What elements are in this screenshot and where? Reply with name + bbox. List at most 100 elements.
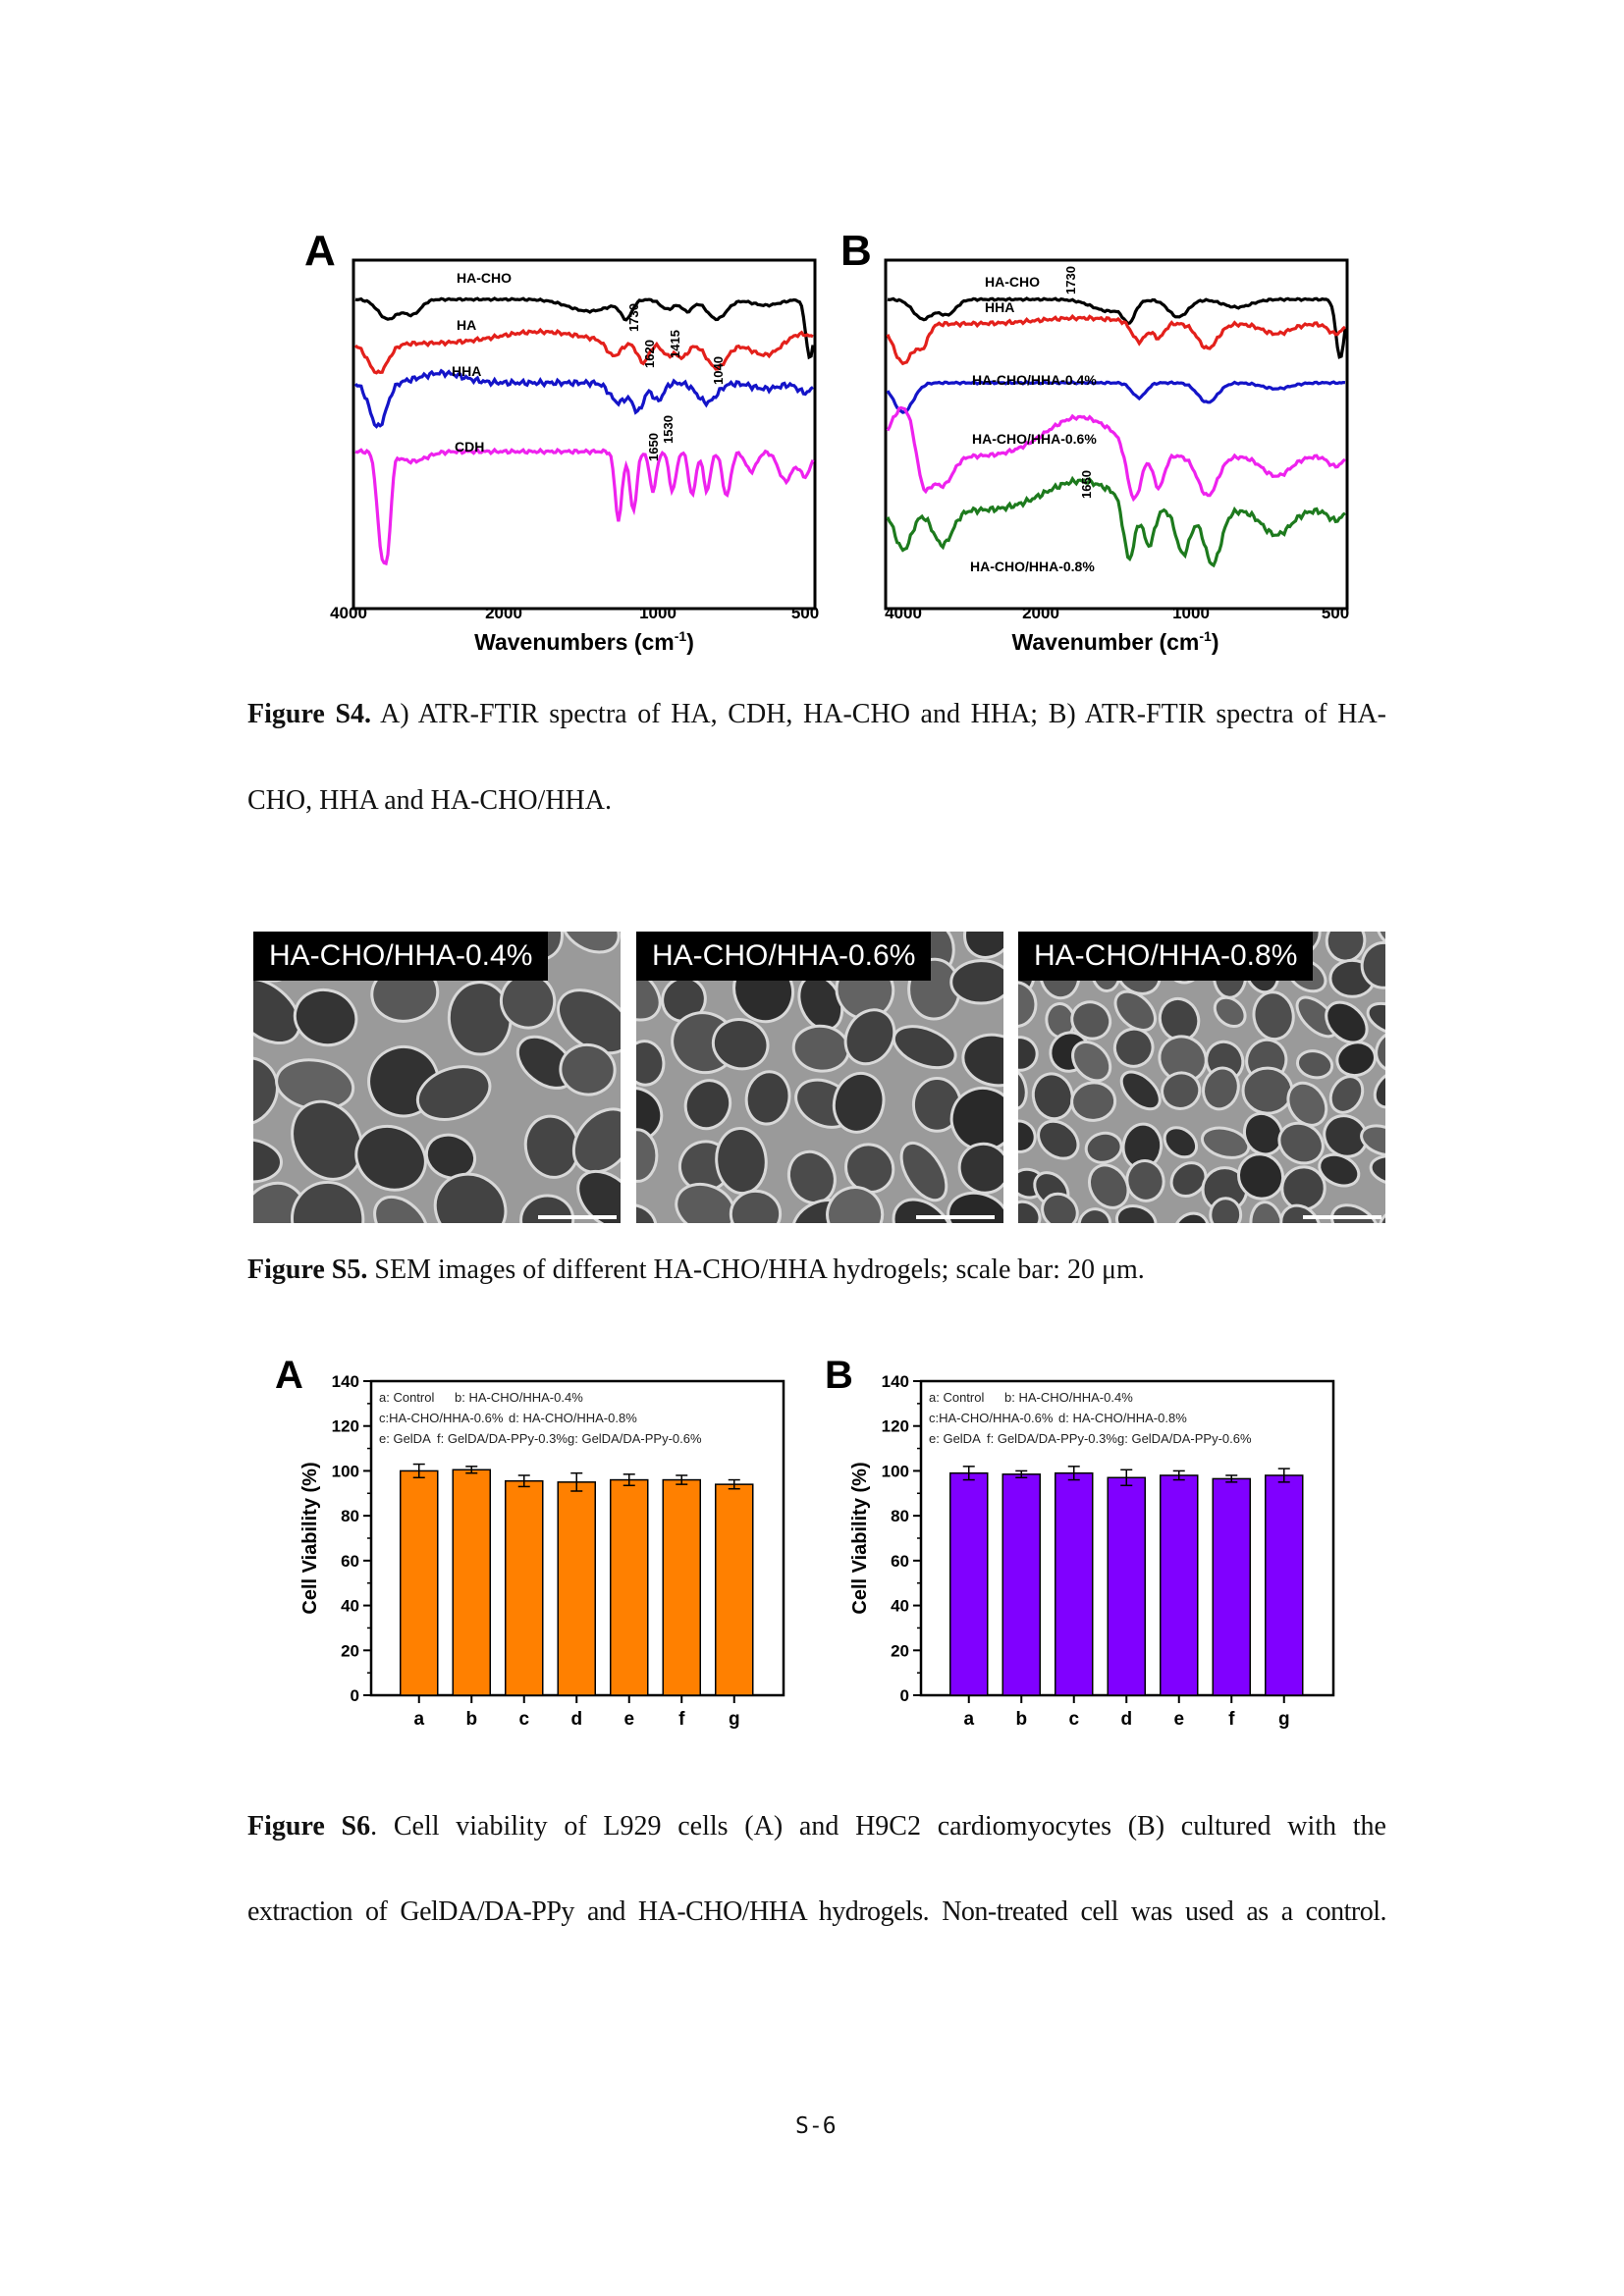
- chart-b-xtick-f: f: [1228, 1709, 1235, 1730]
- chart-b-ytick-label: 0: [900, 1686, 909, 1705]
- chart-b-legend-item: g: GelDA/DA-PPy-0.6%: [1117, 1431, 1252, 1446]
- ftir-a-xtick-500: 500: [791, 604, 819, 622]
- chart-a-ytick-label: 20: [341, 1641, 359, 1660]
- figure-s5-caption: Figure S5. SEM images of different HA-CH…: [247, 1255, 1145, 1285]
- ftir-b-line-04: [886, 380, 1346, 414]
- ftir-a-peak-1040: 1040: [711, 356, 726, 385]
- panel-a-letter: A: [304, 227, 336, 275]
- figure-s6-caption-line1: Figure S6. Cell viability of L929 cells …: [247, 1811, 1386, 1842]
- sem-panel-04: HA-CHO/HHA-0.4%: [253, 932, 621, 1223]
- ftir-b-label-08: HA-CHO/HHA-0.8%: [970, 559, 1095, 574]
- chart-b-legend-item: c:HA-CHO/HHA-0.6%: [929, 1411, 1054, 1425]
- chart-b-legend-item: e: GelDA: [929, 1431, 981, 1446]
- ftir-b-frame: [884, 258, 1349, 611]
- chart-b-ytick-label: 140: [882, 1372, 909, 1391]
- ftir-a-xtick-4000: 4000: [330, 604, 367, 622]
- ftir-a-label-cdh: CDH: [455, 439, 484, 454]
- ftir-a-spectra: [353, 296, 815, 566]
- ftir-a-line-ha: [353, 327, 814, 375]
- figure-s4-caption-line2: CHO, HHA and HA-CHO/HHA.: [247, 785, 612, 816]
- ftir-b-label-hha: HHA: [985, 299, 1014, 315]
- sem-label-04: HA-CHO/HHA-0.4%: [253, 932, 549, 981]
- chart-a-legend-item: g: GelDA/DA-PPy-0.6%: [568, 1431, 702, 1446]
- ftir-b-line-06: [886, 405, 1346, 503]
- chart-a-legend-item: d: HA-CHO/HHA-0.8%: [509, 1411, 637, 1425]
- chart-a-ylabel: Cell Viability (%): [299, 1462, 321, 1614]
- ftir-a-xlabel: Wavenumbers (cm-1): [474, 628, 694, 655]
- chart-b-panel-letter: B: [825, 1354, 853, 1397]
- chart-b-xtick-c: c: [1068, 1709, 1079, 1730]
- chart-a-ytick-label: 0: [351, 1686, 359, 1705]
- ftir-a-peak-1415: 1415: [668, 330, 682, 358]
- ftir-b-xlabel: Wavenumber (cm-1): [1012, 628, 1219, 655]
- chart-a-bar-f: [662, 1478, 701, 1696]
- chart-a-xtick-d: d: [570, 1709, 582, 1730]
- ftir-a-frame: [352, 258, 817, 611]
- viability-chart-b: B 0 20 40 60 80 100 120 140 Cell Viability (%) a b c…: [825, 1354, 1335, 1730]
- sem-scalebar-06: [916, 1215, 995, 1219]
- sem-panel-06: HA-CHO/HHA-0.6%: [636, 932, 1003, 1223]
- chart-a-legend-item: c:HA-CHO/HHA-0.6%: [379, 1411, 504, 1425]
- chart-b-bar-e: [1160, 1474, 1199, 1696]
- chart-a-bar-d: [557, 1481, 596, 1696]
- ftir-a-peak-1650: 1650: [646, 433, 661, 461]
- chart-a-ytick-label: 120: [332, 1417, 359, 1436]
- chart-a-legend-item: a: Control: [379, 1390, 434, 1405]
- chart-b-legend-item: f: GelDA/DA-PPy-0.3%: [987, 1431, 1117, 1446]
- chart-b-xtick-d: d: [1120, 1709, 1132, 1730]
- chart-a-ytick-label: 40: [341, 1597, 359, 1616]
- chart-b-bar-c: [1055, 1471, 1094, 1696]
- ftir-b-line-hacho: [887, 296, 1347, 359]
- ftir-a-label-hha: HHA: [452, 363, 481, 379]
- chart-a-ytick-label: 100: [332, 1462, 359, 1480]
- chart-a-panel-letter: A: [275, 1354, 303, 1397]
- chart-b-ytick-label: 40: [891, 1597, 909, 1616]
- chart-b-xtick-g: g: [1278, 1709, 1290, 1730]
- ftir-b-xtick-1000: 1000: [1172, 604, 1210, 622]
- chart-b-legend-item: b: HA-CHO/HHA-0.4%: [1004, 1390, 1133, 1405]
- chart-b-legend-item: d: HA-CHO/HHA-0.8%: [1058, 1411, 1187, 1425]
- chart-a-bar-a: [400, 1469, 439, 1696]
- chart-a-bar-c: [505, 1479, 544, 1696]
- ftir-a-label-hacho: HA-CHO: [457, 270, 512, 286]
- ftir-a-peak-1730: 1730: [626, 303, 641, 332]
- chart-b-xtick-e: e: [1173, 1709, 1184, 1730]
- ftir-b-spectra: [886, 296, 1347, 568]
- chart-b-ytick-label: 80: [891, 1507, 909, 1525]
- chart-a-xtick-c: c: [518, 1709, 529, 1730]
- chart-b-ytick-label: 20: [891, 1641, 909, 1660]
- ftir-a-peak-1530: 1530: [661, 415, 676, 444]
- ftir-b-xtick-4000: 4000: [885, 604, 922, 622]
- panel-b-letter: B: [840, 227, 872, 275]
- ftir-b-peak-1730: 1730: [1063, 266, 1078, 294]
- ftir-a-xtick-1000: 1000: [639, 604, 677, 622]
- chart-a-ytick-label: 60: [341, 1552, 359, 1571]
- sem-scalebar-08: [1303, 1215, 1381, 1219]
- sem-label-06: HA-CHO/HHA-0.6%: [636, 932, 932, 981]
- chart-b-xtick-a: a: [963, 1709, 974, 1730]
- ftir-b-label-06: HA-CHO/HHA-0.6%: [972, 431, 1097, 447]
- ftir-b-line-08: [886, 475, 1346, 568]
- chart-a-legend-item: f: GelDA/DA-PPy-0.3%: [437, 1431, 568, 1446]
- chart-b-bar-d: [1107, 1476, 1146, 1696]
- chart-b-bar-a: [949, 1471, 989, 1696]
- chart-a-bar-b: [452, 1468, 491, 1696]
- chart-b-ytick-label: 120: [882, 1417, 909, 1436]
- ftir-figure: A HA-CHO HA HHA CDH 1730 1620 1415 1040 …: [304, 227, 1349, 655]
- chart-b-legend-item: a: Control: [929, 1390, 984, 1405]
- ftir-b-xtick-2000: 2000: [1022, 604, 1059, 622]
- sem-label-08: HA-CHO/HHA-0.8%: [1018, 932, 1314, 981]
- ftir-a-line-hha: [353, 368, 814, 429]
- ftir-a-line-hacho: [354, 296, 815, 360]
- figure-s6-caption-line2: extraction of GelDA/DA-PPy and HA-CHO/HH…: [247, 1896, 1387, 1927]
- chart-a-xtick-g: g: [729, 1709, 740, 1730]
- viability-chart-a: A 0 20 40 60 80 100 120 140 Cell Viability (%) a b c…: [275, 1354, 785, 1730]
- figure-s4-caption-line1: Figure S4. A) ATR-FTIR spectra of HA, CD…: [247, 699, 1386, 729]
- chart-b-bar-g: [1265, 1474, 1304, 1696]
- ftir-b-label-hacho: HA-CHO: [985, 274, 1040, 290]
- chart-b-ylabel: Cell Viability (%): [849, 1462, 871, 1614]
- ftir-a-xtick-2000: 2000: [485, 604, 522, 622]
- chart-a-ytick-label: 80: [341, 1507, 359, 1525]
- chart-b-ytick-label: 60: [891, 1552, 909, 1571]
- sem-scalebar-04: [538, 1215, 617, 1219]
